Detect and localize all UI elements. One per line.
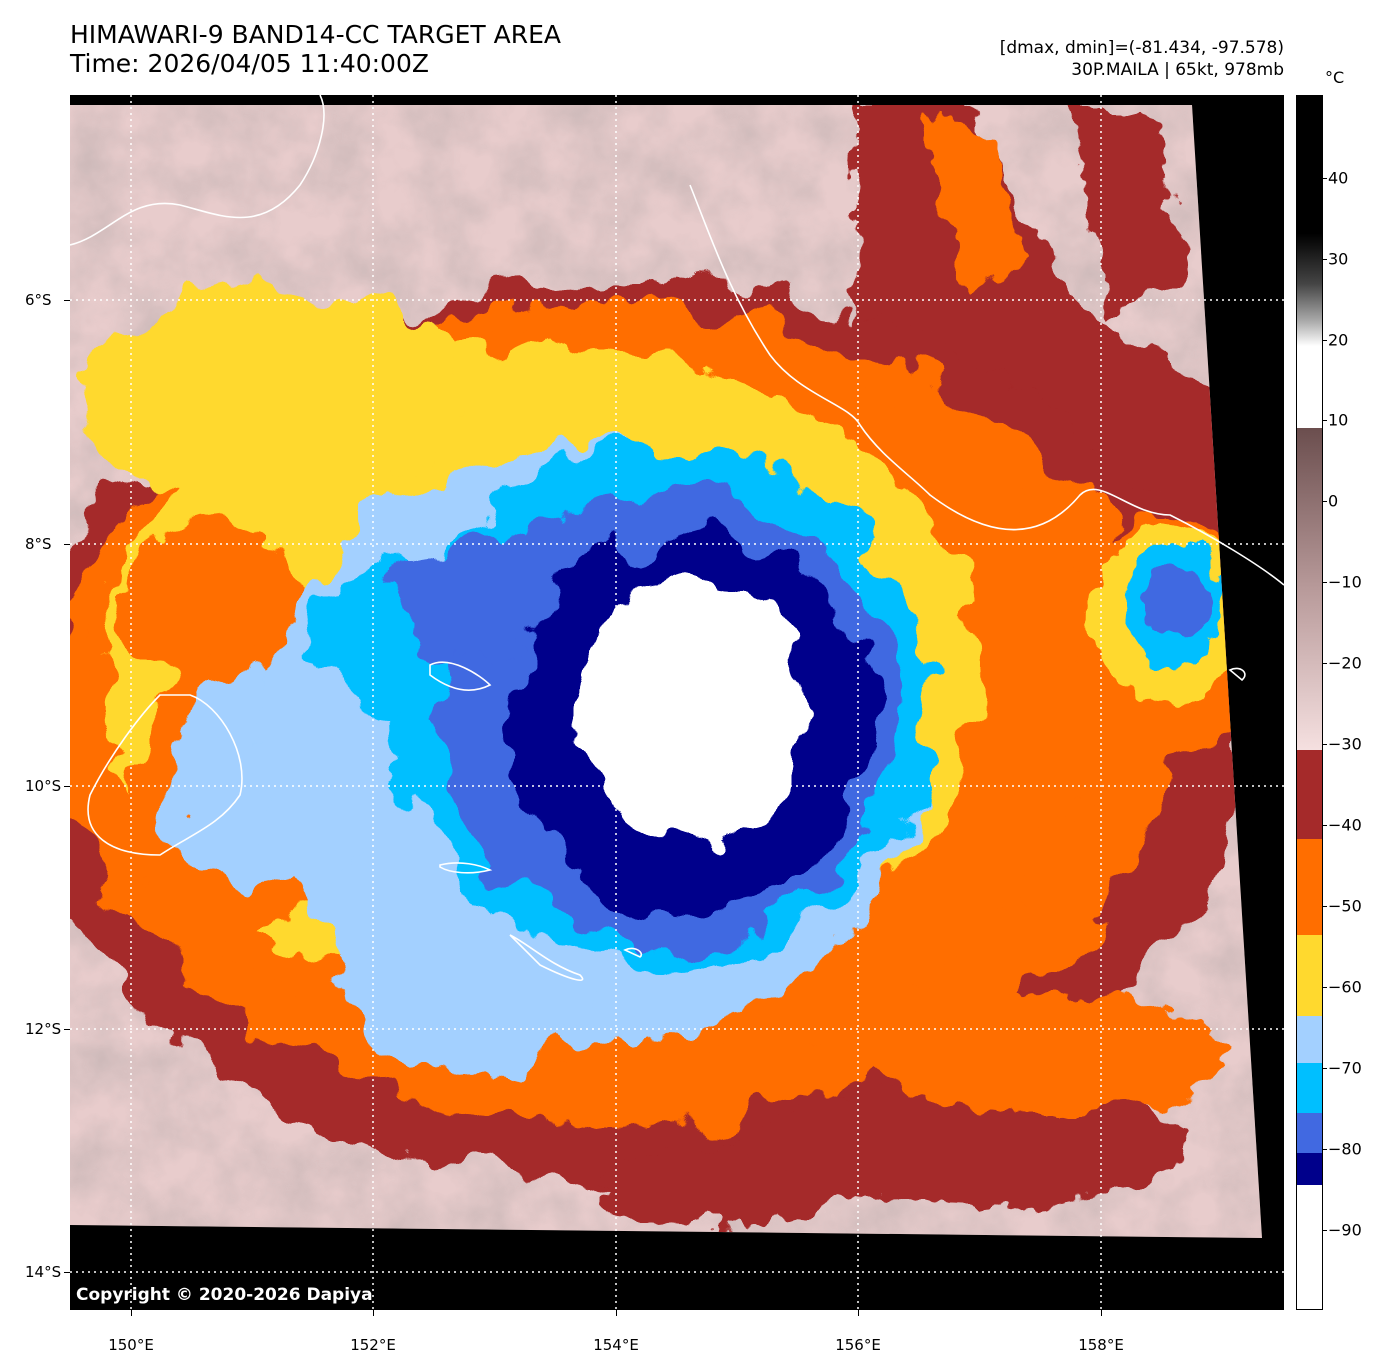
lon-tick bbox=[131, 1310, 132, 1316]
colorbar-label: 30 bbox=[1328, 249, 1349, 269]
lat-tick bbox=[64, 1029, 70, 1030]
colorbar-tick bbox=[1322, 178, 1327, 179]
colorbar-tick bbox=[1322, 340, 1327, 341]
lat-label-12s: 12°S bbox=[25, 1020, 62, 1038]
gridlines bbox=[70, 95, 1284, 1310]
storm-eye-region bbox=[578, 572, 802, 848]
colorbar-tick bbox=[1322, 663, 1327, 664]
coastlines bbox=[70, 95, 1284, 981]
lat-tick bbox=[64, 300, 70, 301]
colorbar-tick bbox=[1322, 1149, 1327, 1150]
colorbar-label: 20 bbox=[1328, 330, 1349, 350]
copyright-text: Copyright © 2020-2026 Dapiya bbox=[76, 1285, 373, 1305]
colorbar-segment-white-warm bbox=[1297, 346, 1322, 428]
lat-tick bbox=[64, 786, 70, 787]
lon-tick bbox=[616, 1310, 617, 1316]
dmax-dmin-text: [dmax, dmin]=(-81.434, -97.578) bbox=[999, 38, 1284, 58]
title-line-2: Time: 2026/04/05 11:40:00Z bbox=[70, 49, 429, 78]
colorbar-tick bbox=[1322, 501, 1327, 502]
lat-tick bbox=[64, 544, 70, 545]
lon-label-156e: 156°E bbox=[835, 1336, 881, 1354]
storm-metadata: [dmax, dmin]=(-81.434, -97.578) 30P.MAIL… bbox=[1000, 37, 1284, 81]
colorbar-segment-brown-pink bbox=[1297, 428, 1322, 750]
lat-tick bbox=[64, 1272, 70, 1273]
colorbar-label: −80 bbox=[1328, 1139, 1362, 1159]
colorbar-tick bbox=[1322, 1068, 1327, 1069]
colorbar-label: −90 bbox=[1328, 1220, 1362, 1240]
colorbar-tick bbox=[1322, 744, 1327, 745]
colorbar-segment-white-cold bbox=[1297, 1185, 1322, 1309]
colorbar-segment-light-blue bbox=[1297, 1016, 1322, 1063]
colorbar-label: 10 bbox=[1328, 410, 1349, 430]
colorbar-label: −30 bbox=[1328, 734, 1362, 754]
colorbar-tick bbox=[1322, 906, 1327, 907]
colorbar-tick bbox=[1322, 259, 1327, 260]
colorbar-segment-dark-red bbox=[1297, 750, 1322, 839]
satellite-map: Copyright © 2020-2026 Dapiya bbox=[70, 95, 1284, 1310]
colorbar-segment-yellow bbox=[1297, 935, 1322, 1016]
colorbar-tick bbox=[1322, 1230, 1327, 1231]
lat-label-6s: 6°S bbox=[25, 291, 52, 309]
map-title: HIMAWARI-9 BAND14-CC TARGET AREA Time: 2… bbox=[70, 20, 561, 78]
colorbar-label: −50 bbox=[1328, 896, 1362, 916]
storm-cloud-shield bbox=[70, 285, 1240, 1185]
colorbar-label: 0 bbox=[1328, 491, 1339, 511]
colorbar bbox=[1296, 95, 1323, 1310]
colorbar-tick bbox=[1322, 420, 1327, 421]
colorbar-label: −40 bbox=[1328, 815, 1362, 835]
colorbar-label: −20 bbox=[1328, 653, 1362, 673]
title-line-1: HIMAWARI-9 BAND14-CC TARGET AREA bbox=[70, 20, 562, 49]
lon-tick bbox=[858, 1310, 859, 1316]
colorbar-label: −70 bbox=[1328, 1058, 1362, 1078]
lon-label-150e: 150°E bbox=[108, 1336, 154, 1354]
colorbar-segment-orange bbox=[1297, 839, 1322, 935]
colorbar-label: 40 bbox=[1328, 168, 1349, 188]
colorbar-tick bbox=[1322, 582, 1327, 583]
lat-label-10s: 10°S bbox=[25, 777, 62, 795]
lon-label-158e: 158°E bbox=[1078, 1336, 1124, 1354]
colorbar-segment-royal-blue bbox=[1297, 1113, 1322, 1153]
lon-tick bbox=[1101, 1310, 1102, 1316]
colorbar-segment-navy bbox=[1297, 1153, 1322, 1185]
colorbar-unit: °C bbox=[1325, 68, 1345, 87]
storm-info-text: 30P.MAILA | 65kt, 978mb bbox=[1071, 60, 1284, 80]
lat-label-14s: 14°S bbox=[25, 1263, 62, 1281]
lon-label-154e: 154°E bbox=[593, 1336, 639, 1354]
lon-label-152e: 152°E bbox=[350, 1336, 396, 1354]
east-convective-cell bbox=[1070, 515, 1262, 755]
colorbar-tick bbox=[1322, 987, 1327, 988]
colorbar-segment-gray bbox=[1297, 96, 1322, 346]
lon-tick bbox=[373, 1310, 374, 1316]
colorbar-label: −60 bbox=[1328, 977, 1362, 997]
lat-label-8s: 8°S bbox=[25, 535, 52, 553]
colorbar-segment-cyan bbox=[1297, 1063, 1322, 1113]
satellite-imagery bbox=[70, 95, 1284, 1310]
colorbar-label: −10 bbox=[1328, 572, 1362, 592]
colorbar-tick bbox=[1322, 825, 1327, 826]
